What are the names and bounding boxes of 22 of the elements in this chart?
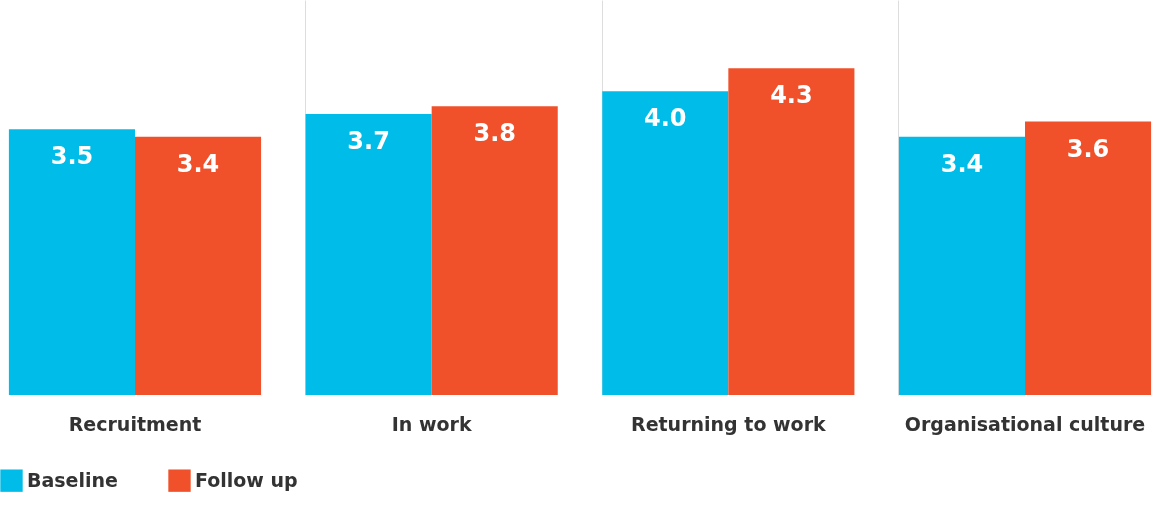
data-label: 4.0 xyxy=(644,104,687,133)
x-tick-label: Organisational culture xyxy=(904,412,1146,435)
bar xyxy=(602,91,729,395)
data-label: 3.4 xyxy=(940,149,984,178)
bar xyxy=(305,113,432,395)
x-tick-label: In work xyxy=(391,412,472,435)
legend-label: Follow up xyxy=(195,468,298,491)
data-label: 3.7 xyxy=(347,126,390,155)
bar xyxy=(8,129,135,395)
bar xyxy=(134,136,262,395)
x-tick-label: Recruitment xyxy=(68,412,202,435)
bar xyxy=(898,136,1026,395)
data-label: 4.3 xyxy=(770,81,813,110)
bar xyxy=(728,68,855,395)
data-label: 3.5 xyxy=(50,142,94,171)
legend-label: Baseline xyxy=(27,468,118,491)
bar xyxy=(1025,121,1152,395)
data-label: 3.6 xyxy=(1066,134,1110,163)
bar xyxy=(431,106,558,395)
data-label: 3.8 xyxy=(473,119,516,148)
x-tick-label: Returning to work xyxy=(631,412,827,435)
data-label: 3.4 xyxy=(176,149,220,178)
